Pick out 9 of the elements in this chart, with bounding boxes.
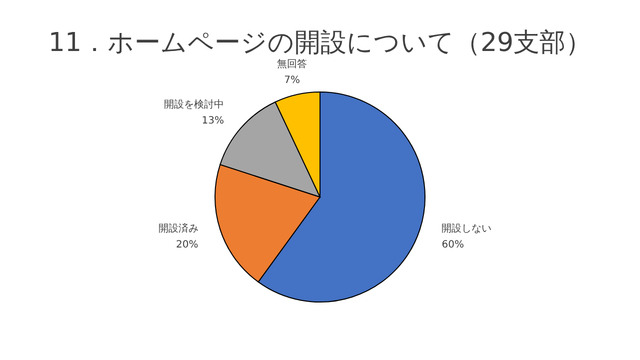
slice-label: 開設しない: [442, 222, 492, 235]
data-label: 13%: [202, 115, 224, 126]
slice-label: 開設を検討中: [164, 98, 224, 110]
chart-title: 11．ホームページの開設について（29支部）: [48, 28, 592, 58]
data-label: 20%: [176, 240, 198, 251]
data-label: 7%: [284, 75, 300, 86]
slice-label: 開設済み: [158, 222, 198, 235]
slice-label: 無回答: [277, 58, 308, 70]
data-label: 60%: [442, 240, 464, 251]
